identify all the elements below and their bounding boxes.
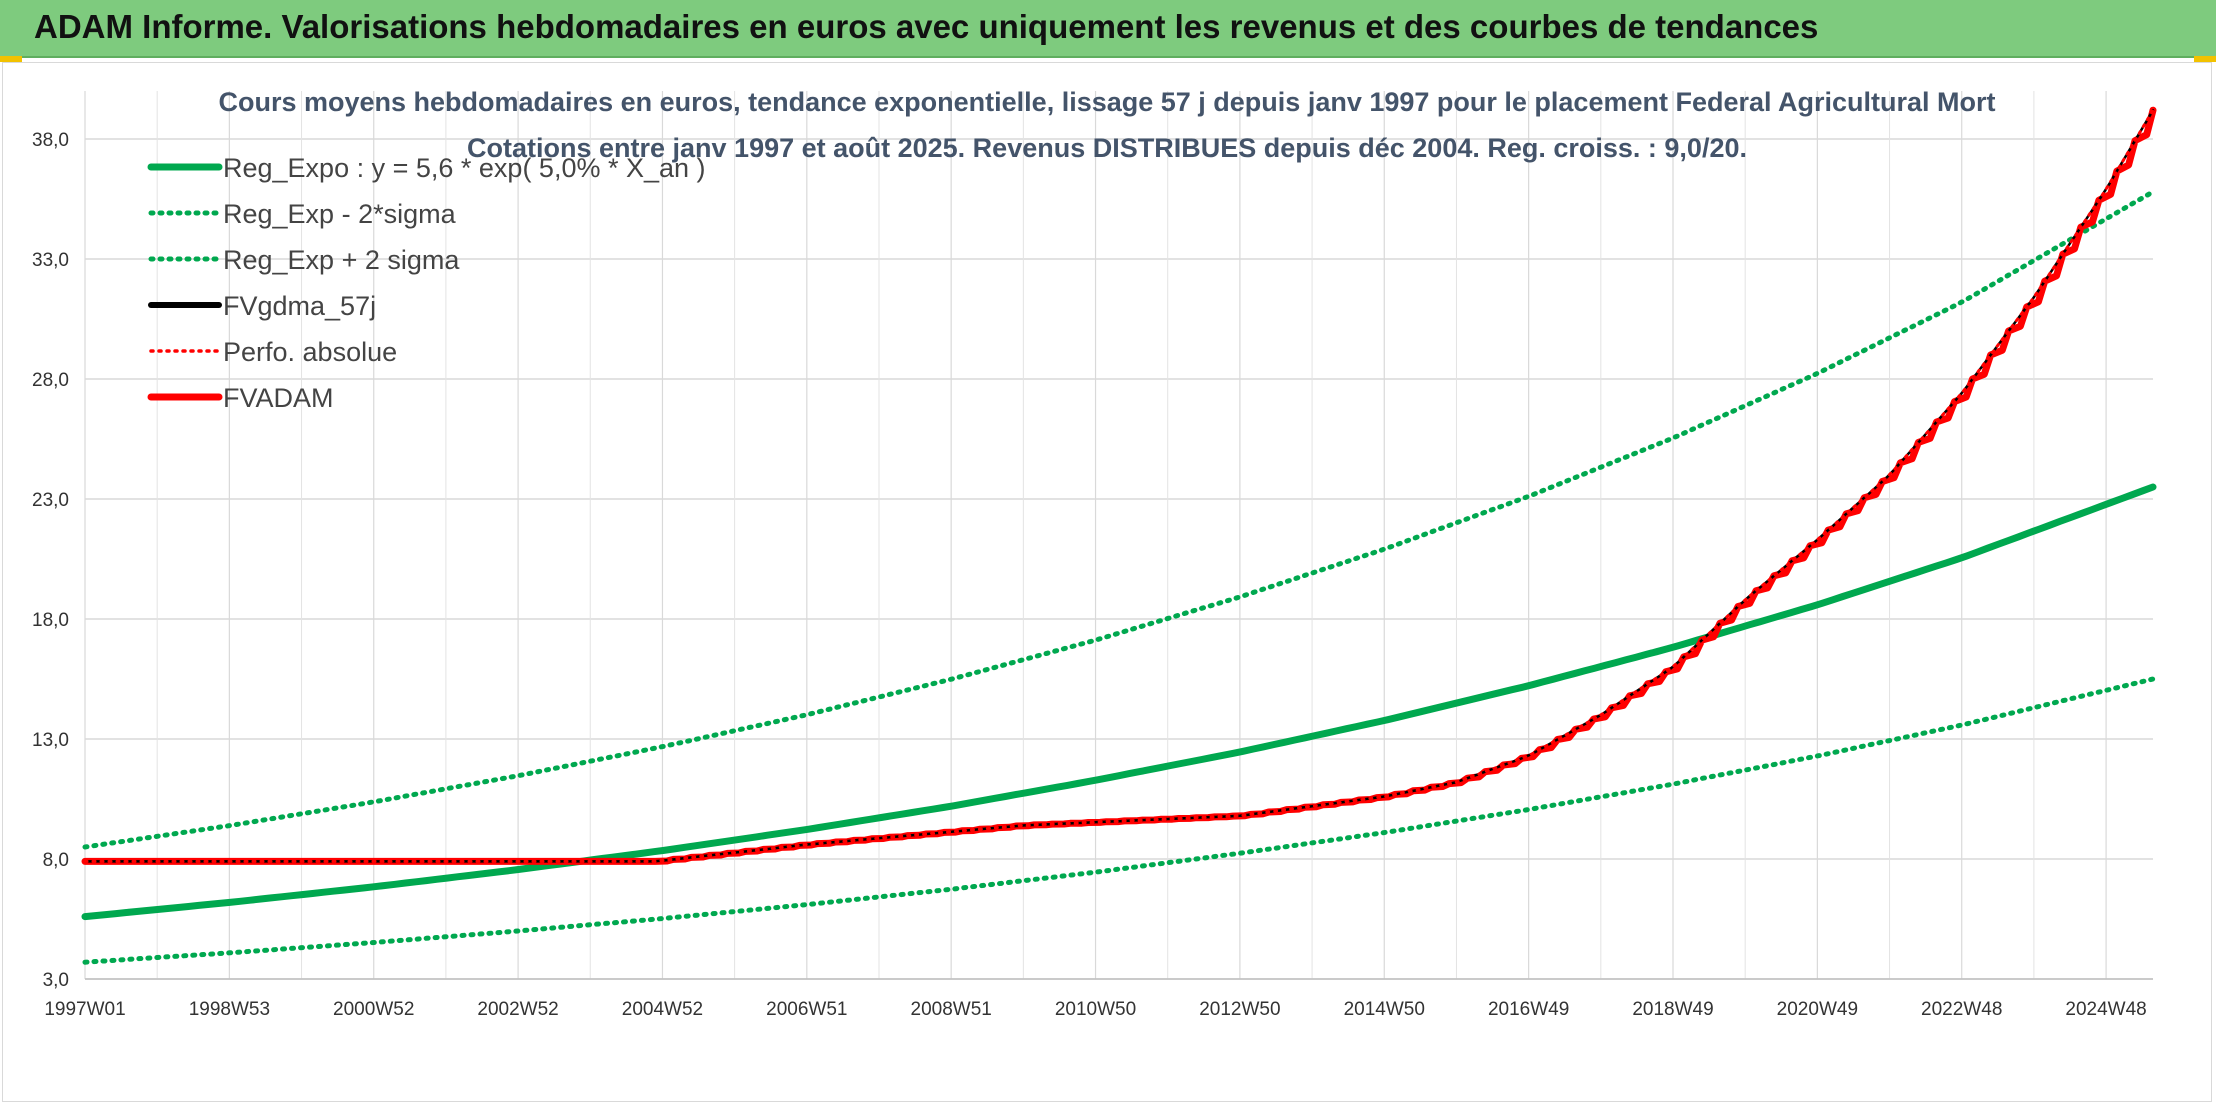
axes: 3,0 8,0 13,0 18,0 23,0 28,0 33,0 38,0 1997W01 199…	[32, 130, 2153, 1020]
series-line-1	[81, 483, 2157, 921]
y-tick-label: 13,0	[32, 730, 69, 751]
x-tick-label: 2012W50	[1199, 999, 1280, 1020]
x-tick-label: 2014W50	[1344, 999, 1425, 1020]
legend: Reg_Expo : y = 5,6 * exp( 5,0% * X_an ) R…	[147, 153, 706, 413]
series-line-5	[83, 108, 2155, 863]
corner-mark-top-right	[2194, 56, 2216, 62]
x-tick-label: 2008W51	[911, 999, 992, 1020]
legend-label-6: FVADAM	[223, 383, 334, 413]
x-tick-label: 2002W52	[477, 999, 558, 1020]
y-tick-label: 3,0	[43, 970, 69, 991]
report-banner: ADAM Informe. Valorisations hebdomadaire…	[0, 0, 2216, 58]
y-tick-label: 18,0	[32, 610, 69, 631]
y-tick-label: 38,0	[32, 130, 69, 151]
y-tick-label: 33,0	[32, 250, 69, 271]
chart-area: 3,0 8,0 13,0 18,0 23,0 28,0 33,0 38,0 1997W01 199…	[2, 62, 2212, 1102]
legend-label-2: Reg_Exp - 2*sigma	[223, 199, 457, 229]
x-tick-label: 1998W53	[189, 999, 270, 1020]
x-tick-label: 1997W01	[44, 999, 125, 1020]
x-tick-label: 2016W49	[1488, 999, 1569, 1020]
chart-subtitle: Cotations entre janv 1997 et août 2025. …	[467, 133, 1747, 163]
x-tick-label: 2000W52	[333, 999, 414, 1020]
x-tick-label: 2004W52	[622, 999, 703, 1020]
chart-title: Cours moyens hebdomadaires en euros, ten…	[218, 87, 1995, 117]
series-line-2	[82, 676, 2156, 965]
legend-label-3: Reg_Exp + 2 sigma	[223, 245, 460, 275]
gridlines	[84, 91, 2153, 980]
x-tick-label: 2018W49	[1632, 999, 1713, 1020]
legend-label-4: FVgdma_57j	[223, 291, 376, 321]
x-tick-label: 2022W48	[1921, 999, 2002, 1020]
chart-svg: 3,0 8,0 13,0 18,0 23,0 28,0 33,0 38,0 1997W01 199…	[32, 87, 2157, 1020]
series-lines	[81, 106, 2157, 965]
report-title: ADAM Informe. Valorisations hebdomadaire…	[34, 8, 1819, 45]
corner-mark-top-left	[0, 56, 22, 62]
legend-label-1: Reg_Expo : y = 5,6 * exp( 5,0% * X_an )	[223, 153, 706, 183]
x-tick-label: 2024W48	[2065, 999, 2146, 1020]
y-tick-label: 23,0	[32, 490, 69, 511]
series-line-3	[82, 189, 2156, 850]
legend-label-5: Perfo. absolue	[223, 337, 397, 367]
y-tick-label: 28,0	[32, 370, 69, 391]
x-tick-label: 2006W51	[766, 999, 847, 1020]
x-tick-label: 2020W49	[1777, 999, 1858, 1020]
x-tick-label: 2010W50	[1055, 999, 1136, 1020]
y-tick-label: 8,0	[43, 850, 69, 871]
